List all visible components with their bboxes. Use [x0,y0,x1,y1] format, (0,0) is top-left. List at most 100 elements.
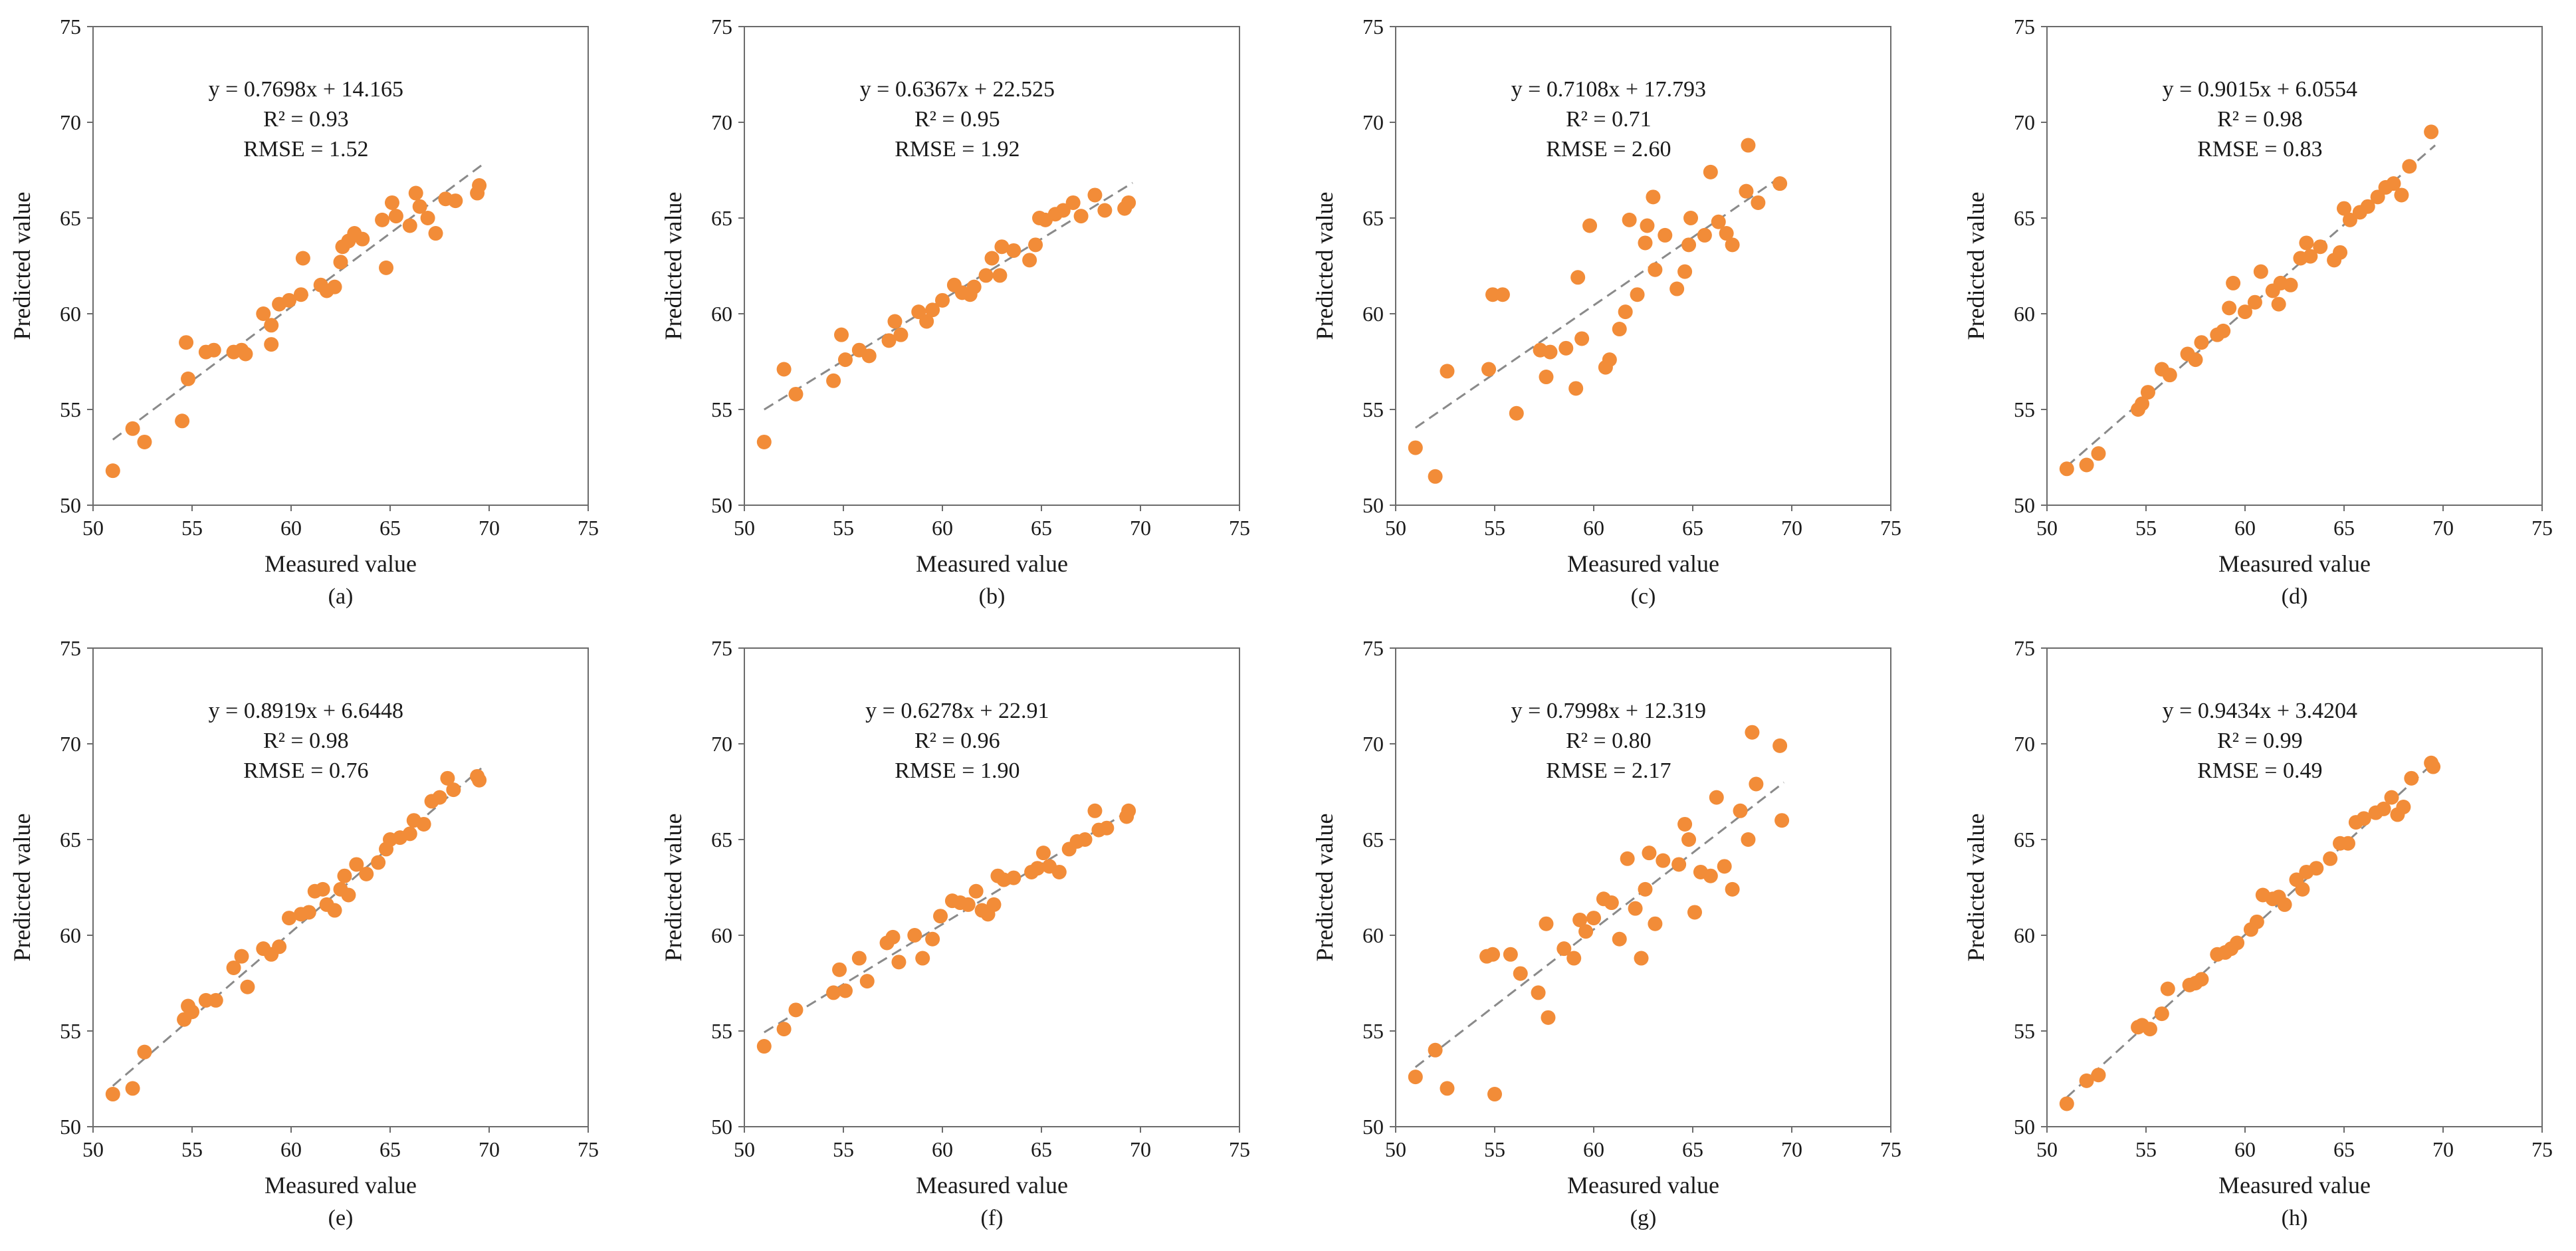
data-point [1568,381,1584,396]
r-squared-label: R² = 0.93 [263,107,349,132]
rmse-label: RMSE = 1.90 [895,758,1020,783]
x-tick-label: 75 [1229,516,1250,540]
y-tick-label: 55 [2014,398,2035,421]
data-point [2194,335,2209,350]
data-point [1618,304,1633,320]
x-tick-label: 55 [833,1137,854,1161]
data-point [2091,1068,2106,1083]
data-point [1711,214,1726,229]
data-point [1541,1010,1556,1025]
y-tick-label: 55 [2014,1019,2035,1043]
data-point [1030,861,1045,876]
data-point [105,463,120,479]
y-tick-label: 70 [1362,732,1384,756]
y-tick-label: 70 [711,110,732,134]
y-tick-label: 75 [1362,636,1384,660]
data-point [412,199,427,214]
y-tick-label: 55 [711,1019,732,1043]
x-tick-label: 70 [479,516,500,540]
data-point [1570,270,1586,285]
data-point [994,239,1010,255]
y-tick-label: 75 [711,15,732,39]
data-point [1719,226,1734,241]
data-point [1428,469,1443,484]
data-point [2247,294,2262,310]
chart-panel-d: 50 55 60 65 70 75 50 55 60 65 70 75 Measured value Pr… [1963,15,2553,609]
data-point [208,992,223,1008]
data-point [179,335,194,350]
y-tick-label: 50 [2014,493,2035,517]
data-point [1440,1081,1455,1096]
data-point [1602,352,1617,368]
plot-frame [2046,26,2543,506]
x-tick-label: 60 [932,516,953,540]
data-point [1022,253,1037,268]
data-point [1628,901,1643,916]
data-point [2230,935,2245,951]
data-point [125,421,140,436]
data-point [933,909,948,924]
y-axis-title: Predicted value [1963,814,1989,962]
data-point [402,826,417,842]
data-point [1065,195,1081,210]
y-tick-label: 50 [711,493,732,517]
data-point [1028,237,1043,253]
data-point [2222,300,2237,316]
data-point [826,985,841,1000]
plot-frame [744,647,1240,1127]
data-point [408,185,423,201]
regression-equation: y = 0.7108x + 17.793 [1511,77,1706,102]
y-tick-label: 75 [60,15,81,39]
x-tick-label: 65 [379,516,401,540]
data-point [2394,187,2409,203]
plot-frame [92,26,589,506]
x-axis-title: Measured value [1567,1172,1719,1198]
x-tick-label: 65 [1682,516,1703,540]
data-point [1745,725,1760,740]
x-tick-label: 60 [2234,1137,2256,1161]
data-point [1073,209,1089,224]
data-point [2059,1096,2074,1111]
data-point [341,887,356,903]
data-point [881,333,897,348]
x-tick-label: 55 [2135,516,2157,540]
data-point [2079,457,2094,473]
data-point [2135,396,2150,411]
y-tick-label: 60 [711,302,732,326]
x-tick-label: 60 [932,1137,953,1161]
data-point [1683,211,1699,225]
data-point [907,928,922,943]
y-tick-label: 70 [711,732,732,756]
data-point [1006,870,1021,885]
data-point [2396,800,2411,815]
r-squared-label: R² = 0.98 [2217,107,2303,132]
data-point [1658,227,1673,243]
x-axis-title: Measured value [916,1172,1068,1198]
r-squared-label: R² = 0.98 [263,729,349,753]
y-tick-label: 50 [711,1115,732,1139]
panel-caption: (e) [328,1206,354,1230]
data-point [2384,790,2399,805]
chart-panel-c: 50 55 60 65 70 75 50 55 60 65 70 75 Measured value Pr… [1311,15,1901,609]
x-tick-label: 60 [2234,516,2256,540]
data-point [2226,275,2241,290]
data-point [1558,340,1574,356]
data-point [984,251,1000,266]
plot-frame [2046,647,2543,1127]
data-point [1640,218,1655,233]
data-point [359,866,374,881]
data-point [1556,941,1572,957]
data-point [416,816,431,832]
panel-caption: (f) [981,1206,1004,1230]
y-tick-label: 75 [2014,15,2035,39]
x-tick-label: 65 [2333,1137,2355,1161]
x-tick-label: 75 [1880,1137,1901,1161]
data-point [1612,322,1627,337]
data-point [301,905,316,920]
x-tick-label: 50 [82,1137,104,1161]
y-tick-label: 60 [1362,923,1384,947]
x-tick-label: 75 [1229,1137,1250,1161]
x-tick-label: 65 [1031,1137,1052,1161]
x-tick-label: 60 [1583,1137,1604,1161]
